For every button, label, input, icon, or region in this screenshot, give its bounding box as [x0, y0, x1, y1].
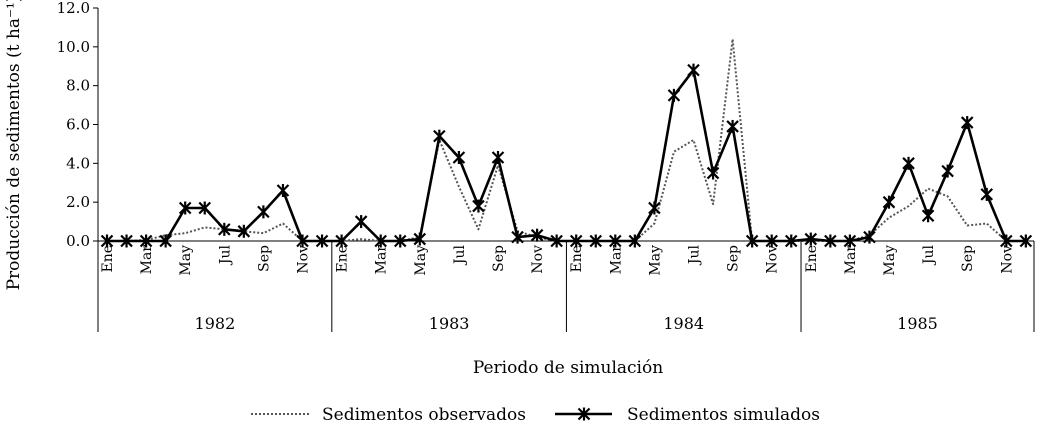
data-point-simulated — [687, 63, 700, 77]
data-point-simulated — [745, 234, 759, 248]
month-tick-label: Sep — [726, 245, 742, 272]
data-point-simulated — [237, 224, 251, 238]
data-point-simulated — [296, 234, 309, 248]
legend-observed-label: Sedimentos observados — [322, 405, 526, 424]
data-point-simulated — [980, 187, 994, 201]
month-tick-label: May — [413, 245, 429, 276]
month-tick-label: Sep — [491, 245, 507, 272]
data-point-simulated — [393, 234, 407, 248]
data-point-simulated — [472, 199, 485, 213]
data-point-simulated — [100, 234, 114, 248]
y-tick-label: 2.0 — [66, 193, 90, 211]
data-point-simulated — [550, 234, 563, 248]
series-line-simulated — [107, 68, 1026, 243]
month-tick-label: Jul — [217, 244, 233, 266]
y-ticks: 0.0 2.0 4.0 6.0 8.0 10.0 12.0 — [57, 0, 98, 250]
y-tick-label: 0.0 — [66, 232, 90, 250]
month-tick-label: Ene — [335, 245, 351, 273]
data-point-simulated — [706, 166, 720, 180]
year-label: 1984 — [663, 314, 704, 333]
month-tick-label: May — [178, 245, 194, 276]
data-point-simulated — [276, 184, 290, 198]
legend-star-icon — [577, 407, 591, 421]
data-point-simulated — [1019, 234, 1033, 248]
y-tick-label: 4.0 — [66, 154, 90, 172]
year-label: 1985 — [897, 314, 938, 333]
month-tick-label: Mar — [608, 245, 624, 275]
data-point-simulated — [726, 119, 739, 133]
data-point-simulated — [354, 215, 368, 229]
data-point-simulated — [178, 201, 192, 215]
year-label: 1983 — [429, 314, 470, 333]
data-point-simulated — [198, 201, 212, 215]
data-point-simulated — [960, 116, 974, 130]
data-point-simulated — [569, 234, 583, 248]
data-point-simulated — [374, 234, 387, 248]
data-point-simulated — [824, 234, 837, 248]
legend: Sedimentos observados Sedimentos simulad… — [251, 405, 820, 424]
data-point-simulated — [667, 88, 681, 102]
month-tick-label: Mar — [374, 245, 390, 275]
data-point-simulated — [804, 232, 818, 246]
month-tick-label: Nov — [530, 245, 546, 274]
data-point-simulated — [784, 234, 798, 248]
series-line-observed — [107, 38, 1026, 242]
data-point-simulated — [843, 234, 857, 248]
y-tick-label: 10.0 — [57, 38, 90, 56]
month-tick-label: Nov — [999, 245, 1015, 274]
data-point-simulated — [941, 164, 954, 178]
data-point-simulated — [863, 230, 876, 244]
month-tick-label: Sep — [960, 245, 976, 272]
data-point-simulated — [413, 232, 427, 246]
y-axis-title: Producción de sedimentos (t ha⁻¹) — [4, 0, 24, 290]
month-tick-label: Ene — [569, 245, 585, 273]
data-point-simulated — [882, 195, 896, 209]
series — [100, 38, 1033, 248]
data-point-simulated — [609, 234, 622, 248]
month-tick-label: Mar — [139, 245, 155, 275]
data-point-simulated — [491, 151, 505, 165]
y-tick-label: 6.0 — [66, 116, 90, 134]
data-point-simulated — [433, 129, 446, 143]
data-point-simulated — [902, 156, 915, 170]
data-point-simulated — [511, 230, 524, 244]
data-point-simulated — [530, 228, 544, 242]
y-tick-label: 12.0 — [57, 0, 90, 17]
data-point-simulated — [589, 234, 603, 248]
data-point-simulated — [1000, 234, 1013, 248]
data-point-simulated — [218, 222, 231, 236]
month-tick-label: Sep — [256, 245, 272, 272]
month-tick-label: May — [647, 245, 663, 276]
month-tick-label: Jul — [921, 244, 937, 266]
legend-simulated-marker — [577, 407, 591, 421]
data-point-simulated — [159, 234, 172, 248]
data-point-simulated — [139, 234, 153, 248]
month-tick-label: Nov — [765, 245, 781, 274]
month-tick-label: Jul — [687, 244, 703, 266]
x-axis-title: Periodo de simulación — [473, 358, 663, 378]
data-point-simulated — [120, 234, 133, 248]
x-axis-years: 1982 1983 1984 1985 — [195, 241, 1035, 333]
month-tick-label: May — [882, 245, 898, 276]
y-tick-label: 8.0 — [66, 77, 90, 95]
data-point-simulated — [628, 234, 642, 248]
month-tick-label: Mar — [843, 245, 859, 275]
month-tick-label: Nov — [296, 245, 312, 274]
month-tick-label: Ene — [100, 245, 116, 273]
legend-simulated-label: Sedimentos simulados — [627, 405, 820, 424]
data-point-simulated — [921, 209, 935, 223]
data-point-simulated — [648, 201, 661, 215]
data-point-simulated — [765, 234, 778, 248]
year-label: 1982 — [195, 314, 236, 333]
data-point-simulated — [335, 234, 348, 248]
data-point-simulated — [257, 205, 270, 219]
data-point-simulated — [315, 234, 329, 248]
month-tick-label: Jul — [452, 244, 468, 266]
data-point-simulated — [452, 151, 466, 165]
month-tick-label: Ene — [804, 245, 820, 273]
x-axis-months: Ene Mar May Jul Sep Nov Ene Mar May Jul Sep Nov Ene M… — [100, 244, 1015, 275]
